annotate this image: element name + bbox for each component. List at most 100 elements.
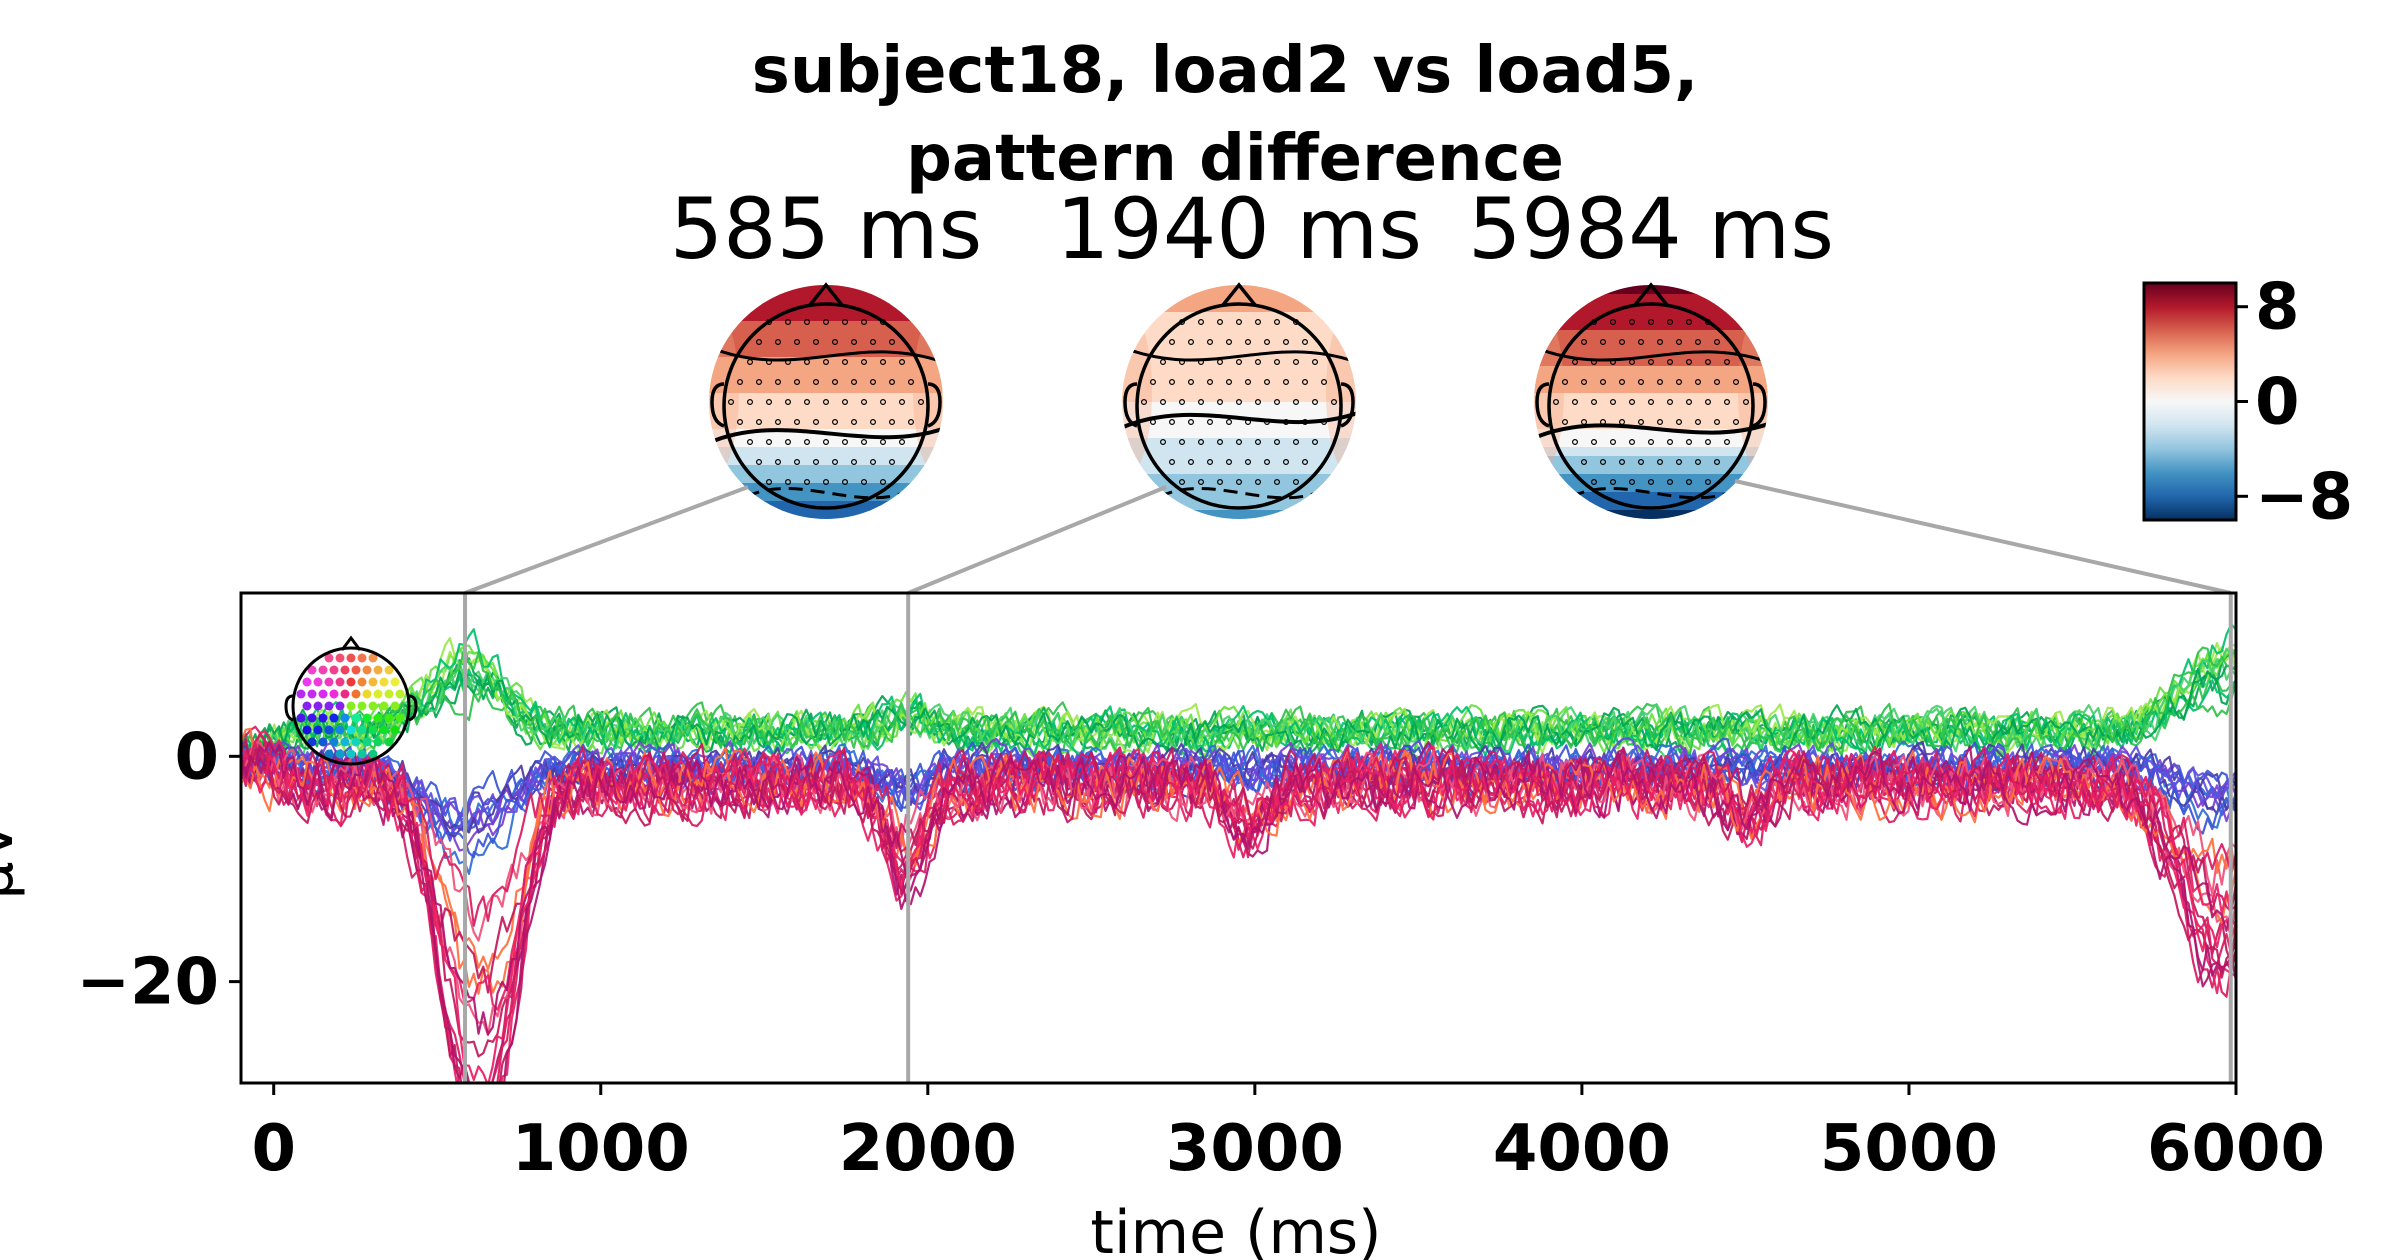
inset-sensor-dot xyxy=(368,701,378,711)
inset-sensor-dot xyxy=(351,713,361,723)
y-axis-label: µV xyxy=(0,820,27,899)
inset-sensor-dot xyxy=(313,701,323,711)
plot-area: 0 1000 2000 3000 4000 5000 6000 0 −20 time (ms)… xyxy=(0,591,2325,1260)
inset-sensor-dot xyxy=(379,725,389,735)
inset-sensor-dot xyxy=(318,689,328,699)
inset-sensor-dot xyxy=(324,677,334,687)
colorbar-tick-label: −8 xyxy=(2255,460,2353,534)
right-ear xyxy=(1340,382,1355,428)
inset-sensor-dot xyxy=(318,713,328,723)
colorbar: 8 0 −8 xyxy=(2142,271,2353,534)
inset-sensor-dot xyxy=(384,665,394,675)
inset-sensor-dot xyxy=(368,749,378,759)
inset-sensor-dot xyxy=(351,737,361,747)
inset-sensor-dot xyxy=(346,701,356,711)
inset-sensor-dot xyxy=(357,749,367,759)
inset-sensor-dot xyxy=(362,665,372,675)
inset-sensor-dot xyxy=(384,737,394,747)
time-markers xyxy=(463,593,2233,1083)
y-axis: 0 −20 xyxy=(76,720,241,1020)
inset-sensor-dot xyxy=(335,653,345,663)
channel-trace xyxy=(241,733,2236,927)
inset-sensor-dot xyxy=(340,713,350,723)
connector-line xyxy=(907,485,1167,595)
inset-sensor-dot xyxy=(313,725,323,735)
inset-sensor-dot xyxy=(346,653,356,663)
inset-sensor-dot xyxy=(373,713,383,723)
inset-sensor-dot xyxy=(379,701,389,711)
inset-sensor-dot xyxy=(373,689,383,699)
inset-sensor-dot xyxy=(307,689,317,699)
inset-sensor-dot xyxy=(395,689,405,699)
inset-sensor-dot xyxy=(351,665,361,675)
chart-title-line-2: pattern difference xyxy=(906,122,1564,196)
colorbar-gradient xyxy=(2142,281,2238,522)
channel-trace xyxy=(241,741,2236,1058)
left-ear xyxy=(710,382,725,428)
inset-sensor-dot xyxy=(302,677,312,687)
inset-left-ear xyxy=(284,694,294,722)
head-outline xyxy=(1135,302,1343,510)
inset-sensor-dot xyxy=(324,725,334,735)
inset-sensor-dot xyxy=(362,689,372,699)
inset-sensor-dot xyxy=(340,737,350,747)
inset-sensor-dot xyxy=(307,737,317,747)
inset-sensor-dot xyxy=(335,677,345,687)
x-tick-label: 3000 xyxy=(1166,1112,1344,1186)
inset-sensor-dot xyxy=(357,701,367,711)
x-tick-label: 6000 xyxy=(2147,1112,2325,1186)
inset-sensor-dot xyxy=(335,701,345,711)
inset-sensor-dot xyxy=(335,725,345,735)
inset-sensor-dot xyxy=(340,689,350,699)
inset-sensor-dot xyxy=(362,737,372,747)
inset-sensor-dot xyxy=(318,737,328,747)
inset-sensor-dot xyxy=(368,725,378,735)
connector-lines xyxy=(464,479,2232,595)
topomap xyxy=(1534,282,1768,519)
inset-sensor-dot xyxy=(395,713,405,723)
colorbar-ticks: 8 0 −8 xyxy=(2236,271,2353,534)
inset-sensor-dot xyxy=(346,677,356,687)
x-tick-label: 1000 xyxy=(512,1112,690,1186)
inset-sensor-dot xyxy=(357,677,367,687)
inset-sensor-dot xyxy=(368,653,378,663)
channel-trace xyxy=(241,623,2236,767)
x-axis: 0 1000 2000 3000 4000 5000 6000 xyxy=(251,1083,2325,1186)
channel-trace xyxy=(241,637,2236,767)
topomap xyxy=(709,282,943,519)
head-outline xyxy=(722,302,930,510)
left-ear xyxy=(1535,382,1550,428)
inset-sensor-dot xyxy=(351,689,361,699)
inset-sensor-dot xyxy=(329,689,339,699)
x-axis-label: time (ms) xyxy=(1090,1198,1381,1260)
inset-sensor-dot xyxy=(329,737,339,747)
inset-sensor-dot xyxy=(318,665,328,675)
topomap-time-label-2: 1940 ms xyxy=(1056,180,1422,278)
connector-line xyxy=(464,485,749,595)
connector-line xyxy=(1734,479,2232,595)
inset-right-ear xyxy=(408,694,418,722)
inset-sensor-dot xyxy=(335,749,345,759)
inset-sensor-dot xyxy=(324,701,334,711)
inset-sensor-dot xyxy=(346,725,356,735)
nose xyxy=(1633,282,1669,307)
channel-trace xyxy=(241,664,2236,765)
topomap-time-label-1: 585 ms xyxy=(670,180,983,278)
inset-nose xyxy=(340,635,362,651)
axes-frame xyxy=(239,591,2238,1085)
channel-trace xyxy=(241,730,2236,1083)
inset-sensor-dot xyxy=(390,701,400,711)
inset-sensor-dot xyxy=(373,665,383,675)
inset-sensor-dot xyxy=(296,713,306,723)
right-ear xyxy=(927,382,942,428)
topomap-time-label-3: 5984 ms xyxy=(1468,180,1834,278)
nose xyxy=(808,282,844,307)
inset-sensor-dot xyxy=(379,677,389,687)
inset-sensor-dot xyxy=(390,677,400,687)
inset-head-outline xyxy=(291,646,411,766)
right-ear xyxy=(1752,382,1767,428)
inset-sensor-dot xyxy=(324,653,334,663)
channel-trace xyxy=(241,646,2236,761)
colorbar-tick-label: 8 xyxy=(2255,271,2300,345)
